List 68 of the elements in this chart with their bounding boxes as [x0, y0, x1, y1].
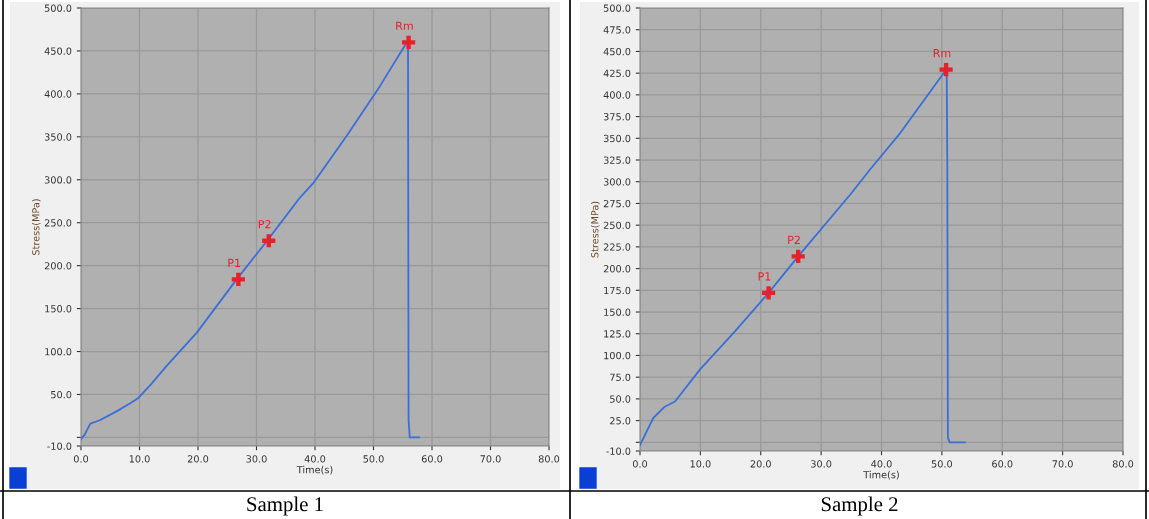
y-tick-label: 300.0 — [44, 176, 72, 184]
point — [791, 249, 805, 264]
annotation: P2 — [258, 219, 271, 229]
y-axis-title: Stress(MPa) — [590, 201, 600, 258]
y-tick-label: 350.0 — [603, 134, 631, 143]
x-tick-label: 40.0 — [304, 455, 326, 463]
y-tick-label: 400.0 — [603, 91, 631, 99]
y-tick-label: -10.0 — [47, 442, 72, 450]
x-tick-label: 60.0 — [992, 460, 1013, 468]
y-tick-label: 200.0 — [44, 262, 72, 270]
y-tick-label: 450.0 — [44, 47, 72, 55]
y-tick-label: 175.0 — [604, 286, 631, 295]
x-tick-label: 80.0 — [1112, 460, 1134, 468]
y-tick-label: 500.0 — [603, 4, 631, 12]
x-tick-label: 80.0 — [538, 455, 560, 463]
annotation: P1 — [758, 272, 771, 281]
y-tick-label: 150.0 — [45, 305, 72, 313]
text: Sample 2 — [821, 496, 898, 516]
y-tick-label: 225.0 — [603, 243, 631, 251]
y-tick-label: 50.0 — [610, 395, 631, 403]
x-tick-label: 30.0 — [246, 455, 267, 463]
y-tick-label: 375.0 — [603, 113, 631, 121]
y-tick-label: 75.0 — [610, 373, 631, 381]
x-tick-label: 50.0 — [363, 455, 384, 463]
annotation: Rm — [396, 21, 413, 30]
y-tick-label: 450.0 — [603, 47, 631, 56]
y-tick-label: 100.0 — [45, 348, 72, 356]
x-tick-label: 10.0 — [129, 455, 150, 463]
x-tick-label: 60.0 — [421, 455, 443, 463]
annotation: Rm — [933, 49, 951, 58]
y-tick-label: 300.0 — [603, 178, 631, 186]
y-tick-label: 475.0 — [603, 26, 631, 34]
y-tick-label: 150.0 — [604, 308, 631, 316]
y-tick-label: 500.0 — [44, 4, 72, 12]
x-tick-label: 20.0 — [187, 455, 209, 463]
y-tick-label: 25.0 — [610, 417, 631, 425]
y-tick-label: 250.0 — [603, 221, 631, 229]
y-tick-label: 200.0 — [603, 265, 631, 273]
x-tick-label: 70.0 — [1052, 460, 1073, 468]
y-tick-label: 275.0 — [603, 199, 631, 208]
x-axis-title: Time(s) — [296, 465, 333, 475]
x-tick-label: 0.0 — [632, 460, 648, 468]
x-tick-label: 20.0 — [750, 460, 771, 468]
point — [231, 272, 245, 286]
x-tick-label: 70.0 — [480, 455, 501, 463]
y-tick-label: -10.0 — [606, 447, 631, 455]
y-tick-label: 125.0 — [604, 330, 631, 338]
y-tick-label: 250.0 — [44, 219, 72, 227]
point — [762, 286, 776, 300]
point — [402, 35, 416, 49]
x-tick-label: 40.0 — [871, 460, 892, 468]
y-axis-title: Stress(MPa) — [31, 199, 41, 255]
x-tick-label: 50.0 — [931, 460, 953, 468]
y-tick-label: 400.0 — [44, 90, 72, 98]
point — [262, 234, 276, 248]
text: Sample 1 — [247, 496, 323, 516]
point — [939, 63, 953, 77]
x-axis-title: Time(s) — [863, 470, 899, 480]
x-tick-label: 0.0 — [73, 455, 89, 463]
y-tick-label: 325.0 — [603, 156, 631, 164]
y-tick-label: 50.0 — [51, 390, 72, 399]
y-tick-label: 425.0 — [603, 69, 631, 77]
annotation: P1 — [228, 258, 241, 267]
x-tick-label: 10.0 — [690, 460, 711, 468]
y-tick-label: 100.0 — [604, 351, 631, 360]
annotation: P2 — [788, 235, 800, 244]
y-tick-label: 350.0 — [44, 133, 72, 141]
x-tick-label: 30.0 — [811, 460, 832, 468]
